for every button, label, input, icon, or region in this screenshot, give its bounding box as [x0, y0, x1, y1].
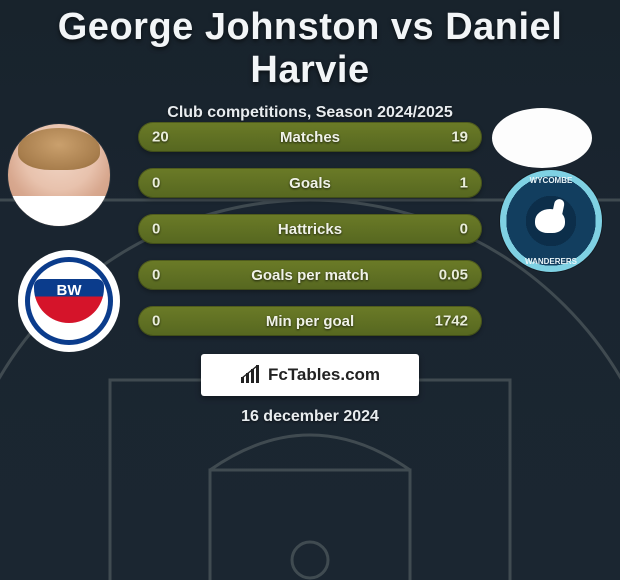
stat-left-value: 20	[152, 129, 169, 146]
stat-row: 20 Matches 19	[138, 122, 482, 152]
player-right-club-badge: WYCOMBE WANDERERS	[500, 170, 602, 272]
page-title: George Johnston vs Daniel Harvie	[0, 0, 620, 92]
stat-left-value: 0	[152, 267, 160, 284]
player-left-avatar	[8, 124, 110, 226]
club-left-initials: BW	[34, 279, 104, 323]
stat-right-value: 0	[460, 221, 468, 238]
stat-row: 0 Goals 1	[138, 168, 482, 198]
stat-right-value: 0.05	[439, 267, 468, 284]
stat-label: Matches	[280, 129, 340, 146]
stat-right-value: 1	[460, 175, 468, 192]
stat-label: Goals per match	[251, 267, 369, 284]
watermark-badge: FcTables.com	[201, 354, 419, 396]
club-right-text-bottom: WANDERERS	[500, 257, 602, 266]
date-text: 16 december 2024	[0, 408, 620, 426]
club-right-text-top: WYCOMBE	[500, 176, 602, 185]
stat-row: 0 Min per goal 1742	[138, 306, 482, 336]
bar-chart-icon	[240, 365, 262, 385]
stat-label: Min per goal	[266, 313, 354, 330]
stat-right-value: 19	[451, 129, 468, 146]
player-left-club-badge: BW	[18, 250, 120, 352]
stat-row: 0 Goals per match 0.05	[138, 260, 482, 290]
stat-label: Goals	[289, 175, 331, 192]
stat-right-value: 1742	[435, 313, 468, 330]
stat-label: Hattricks	[278, 221, 342, 238]
stats-bars: 20 Matches 19 0 Goals 1 0 Hattricks 0 0 …	[138, 122, 482, 352]
stat-left-value: 0	[152, 175, 160, 192]
watermark-brand: FcTables.com	[268, 365, 380, 385]
stat-row: 0 Hattricks 0	[138, 214, 482, 244]
player-right-avatar	[492, 108, 592, 168]
stat-left-value: 0	[152, 313, 160, 330]
stat-left-value: 0	[152, 221, 160, 238]
